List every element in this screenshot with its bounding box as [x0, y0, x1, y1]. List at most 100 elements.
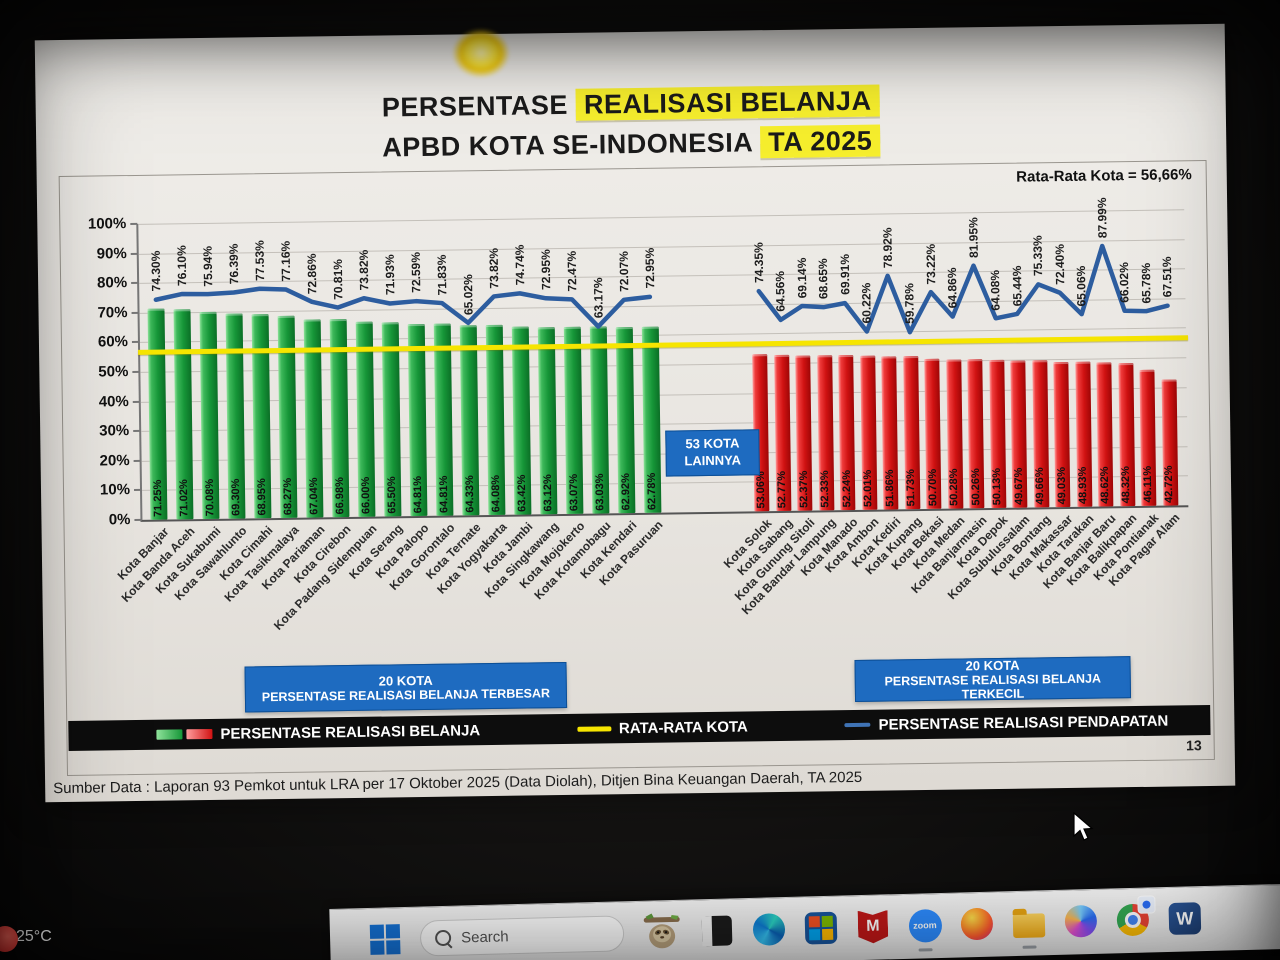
legend-green-swatch-icon [156, 729, 183, 740]
middle-info-box: 53 KOTA LAINNYA [665, 429, 760, 477]
pendapatan-value-label: 76.39% [226, 243, 241, 285]
dark-window-icon[interactable] [700, 913, 735, 948]
pendapatan-value-label: 71.83% [434, 254, 449, 296]
pendapatan-value-label: 77.16% [278, 240, 293, 282]
y-axis-tick [133, 459, 141, 462]
legend-pendapatan: PERSENTASE REALISASI PENDAPATAN [844, 712, 1168, 734]
chart-legend: PERSENTASE REALISASI BELANJA RATA-RATA K… [68, 704, 1211, 751]
pendapatan-value-label: 75.33% [1030, 235, 1046, 277]
pendapatan-value-label: 65.44% [1009, 265, 1025, 307]
y-tick-label: 0% [108, 511, 131, 529]
pendapatan-value-label: 74.74% [512, 244, 527, 286]
y-axis-tick [132, 400, 140, 403]
y-axis-tick [132, 370, 140, 374]
pendapatan-value-label: 65.02% [460, 274, 476, 315]
presentation-slide: PERSENTASE REALISASI BELANJA APBD KOTA S… [34, 23, 1236, 803]
title-highlight-2: TA 2025 [759, 124, 881, 159]
pendapatan-value-label: 73.82% [356, 249, 371, 291]
pendapatan-value-label: 68.65% [815, 258, 831, 300]
temperature-label: 25°C [16, 928, 52, 945]
chrome-icon[interactable] [1115, 895, 1156, 937]
slide-title: PERSENTASE REALISASI BELANJA APBD KOTA S… [35, 76, 1226, 173]
pendapatan-value-label: 64.86% [945, 267, 960, 309]
chart-panel: Rata-Rata Kota = 56,66% 0% 10% 20% 30% 40% 50… [58, 159, 1215, 776]
open-app-indicator [918, 948, 933, 952]
firefox-icon[interactable] [959, 907, 994, 942]
mcafee-icon[interactable]: M [856, 909, 891, 944]
windows-logo-icon [369, 924, 401, 955]
taskbar-icons-row: Search M zoom [368, 895, 1203, 959]
pendapatan-value-label: 63.17% [590, 277, 606, 319]
search-input[interactable]: Search [419, 915, 625, 957]
pendapatan-value-label: 73.82% [486, 247, 501, 289]
terbesar-box: 20 KOTA PERSENTASE REALISASI BELANJA TER… [244, 661, 568, 713]
pendapatan-value-label: 72.86% [304, 253, 319, 294]
legend-belanja: PERSENTASE REALISASI BELANJA [156, 722, 480, 744]
pendapatan-value-label: 59.78% [902, 283, 917, 325]
pendapatan-value-label: 72.07% [616, 251, 631, 292]
pendapatan-value-label: 65.78% [1138, 262, 1154, 304]
chrome-badge-icon [1137, 895, 1156, 914]
open-app-indicator [1022, 945, 1037, 949]
pendapatan-value-label: 73.22% [923, 243, 938, 285]
pendapatan-value-label: 72.47% [564, 250, 579, 292]
pendapatan-line-svg [153, 243, 1170, 335]
y-tick-label: 60% [97, 333, 129, 351]
pendapatan-value-label: 74.30% [148, 250, 163, 292]
average-value-label: Rata-Rata Kota = 56,66% [1016, 166, 1192, 186]
pendapatan-line [756, 243, 1170, 335]
search-icon [434, 929, 452, 947]
y-axis-tick [131, 341, 139, 344]
copilot-icon[interactable] [1063, 904, 1098, 939]
pendapatan-value-label: 71.93% [382, 254, 397, 296]
y-tick-label: 30% [99, 422, 130, 440]
word-icon[interactable]: W [1167, 901, 1202, 936]
y-axis-tick [134, 518, 142, 521]
pendapatan-value-label: 64.56% [773, 271, 788, 312]
zoom-icon[interactable]: zoom [908, 908, 943, 952]
pendapatan-value-label: 69.91% [837, 254, 852, 296]
legend-yellow-line-icon [576, 725, 611, 732]
pendapatan-value-label: 70.81% [330, 258, 345, 300]
legend-rata-rata: RATA-RATA KOTA [576, 718, 748, 737]
y-tick-label: 40% [98, 392, 129, 411]
pendapatan-value-label: 72.40% [1052, 243, 1067, 285]
sloth-icon[interactable] [642, 913, 683, 952]
pendapatan-value-label: 87.99% [1094, 197, 1110, 239]
start-button[interactable] [368, 922, 403, 957]
taskbar: Search M zoom [329, 883, 1280, 960]
y-axis-tick [134, 489, 142, 492]
pendapatan-value-label: 77.53% [252, 239, 267, 281]
pendapatan-value-label: 72.95% [538, 249, 553, 291]
x-axis-labels: Kota Banjar Kota Banda Aceh Kota Sukabumi K… [114, 508, 1188, 657]
pendapatan-value-label: 65.06% [1073, 265, 1089, 307]
y-axis-tick [131, 311, 139, 314]
y-axis-tick [131, 282, 139, 285]
pendapatan-value-label: 78.92% [879, 227, 895, 268]
title-highlight-1: REALISASI BELANJA [575, 84, 880, 121]
mouse-cursor [1073, 812, 1094, 841]
pendapatan-value-label: 66.02% [1116, 261, 1132, 303]
pendapatan-value-label: 69.14% [794, 257, 809, 299]
terkecil-box: 20 KOTA PERSENTASE REALISASI BELANJA TER… [854, 656, 1132, 702]
y-tick-label: 90% [96, 244, 127, 263]
edge-icon[interactable] [752, 912, 787, 947]
legend-red-swatch-icon [186, 728, 213, 740]
pendapatan-value-label: 60.22% [859, 282, 874, 324]
pendapatan-value-label: 76.10% [174, 245, 189, 287]
pendapatan-value-label: 72.59% [408, 252, 423, 294]
microsoft-365-icon[interactable] [804, 911, 839, 946]
y-axis-tick [130, 222, 138, 226]
y-tick-label: 10% [99, 481, 131, 499]
file-explorer-icon[interactable] [1011, 905, 1046, 949]
pendapatan-value-label: 74.35% [751, 242, 766, 284]
pendapatan-value-label: 72.95% [642, 248, 657, 289]
weather-widget[interactable]: 25°C [0, 926, 52, 952]
legend-blue-line-icon [844, 722, 871, 728]
screen-glare [452, 28, 510, 78]
weather-condition-icon [0, 926, 18, 952]
plot-area: 53 KOTA LAINNYA 71.25% 74.30% 71.02% 76.10%… [130, 197, 1189, 522]
pendapatan-value-label: 81.95% [965, 216, 981, 258]
y-tick-label: 80% [96, 274, 128, 292]
